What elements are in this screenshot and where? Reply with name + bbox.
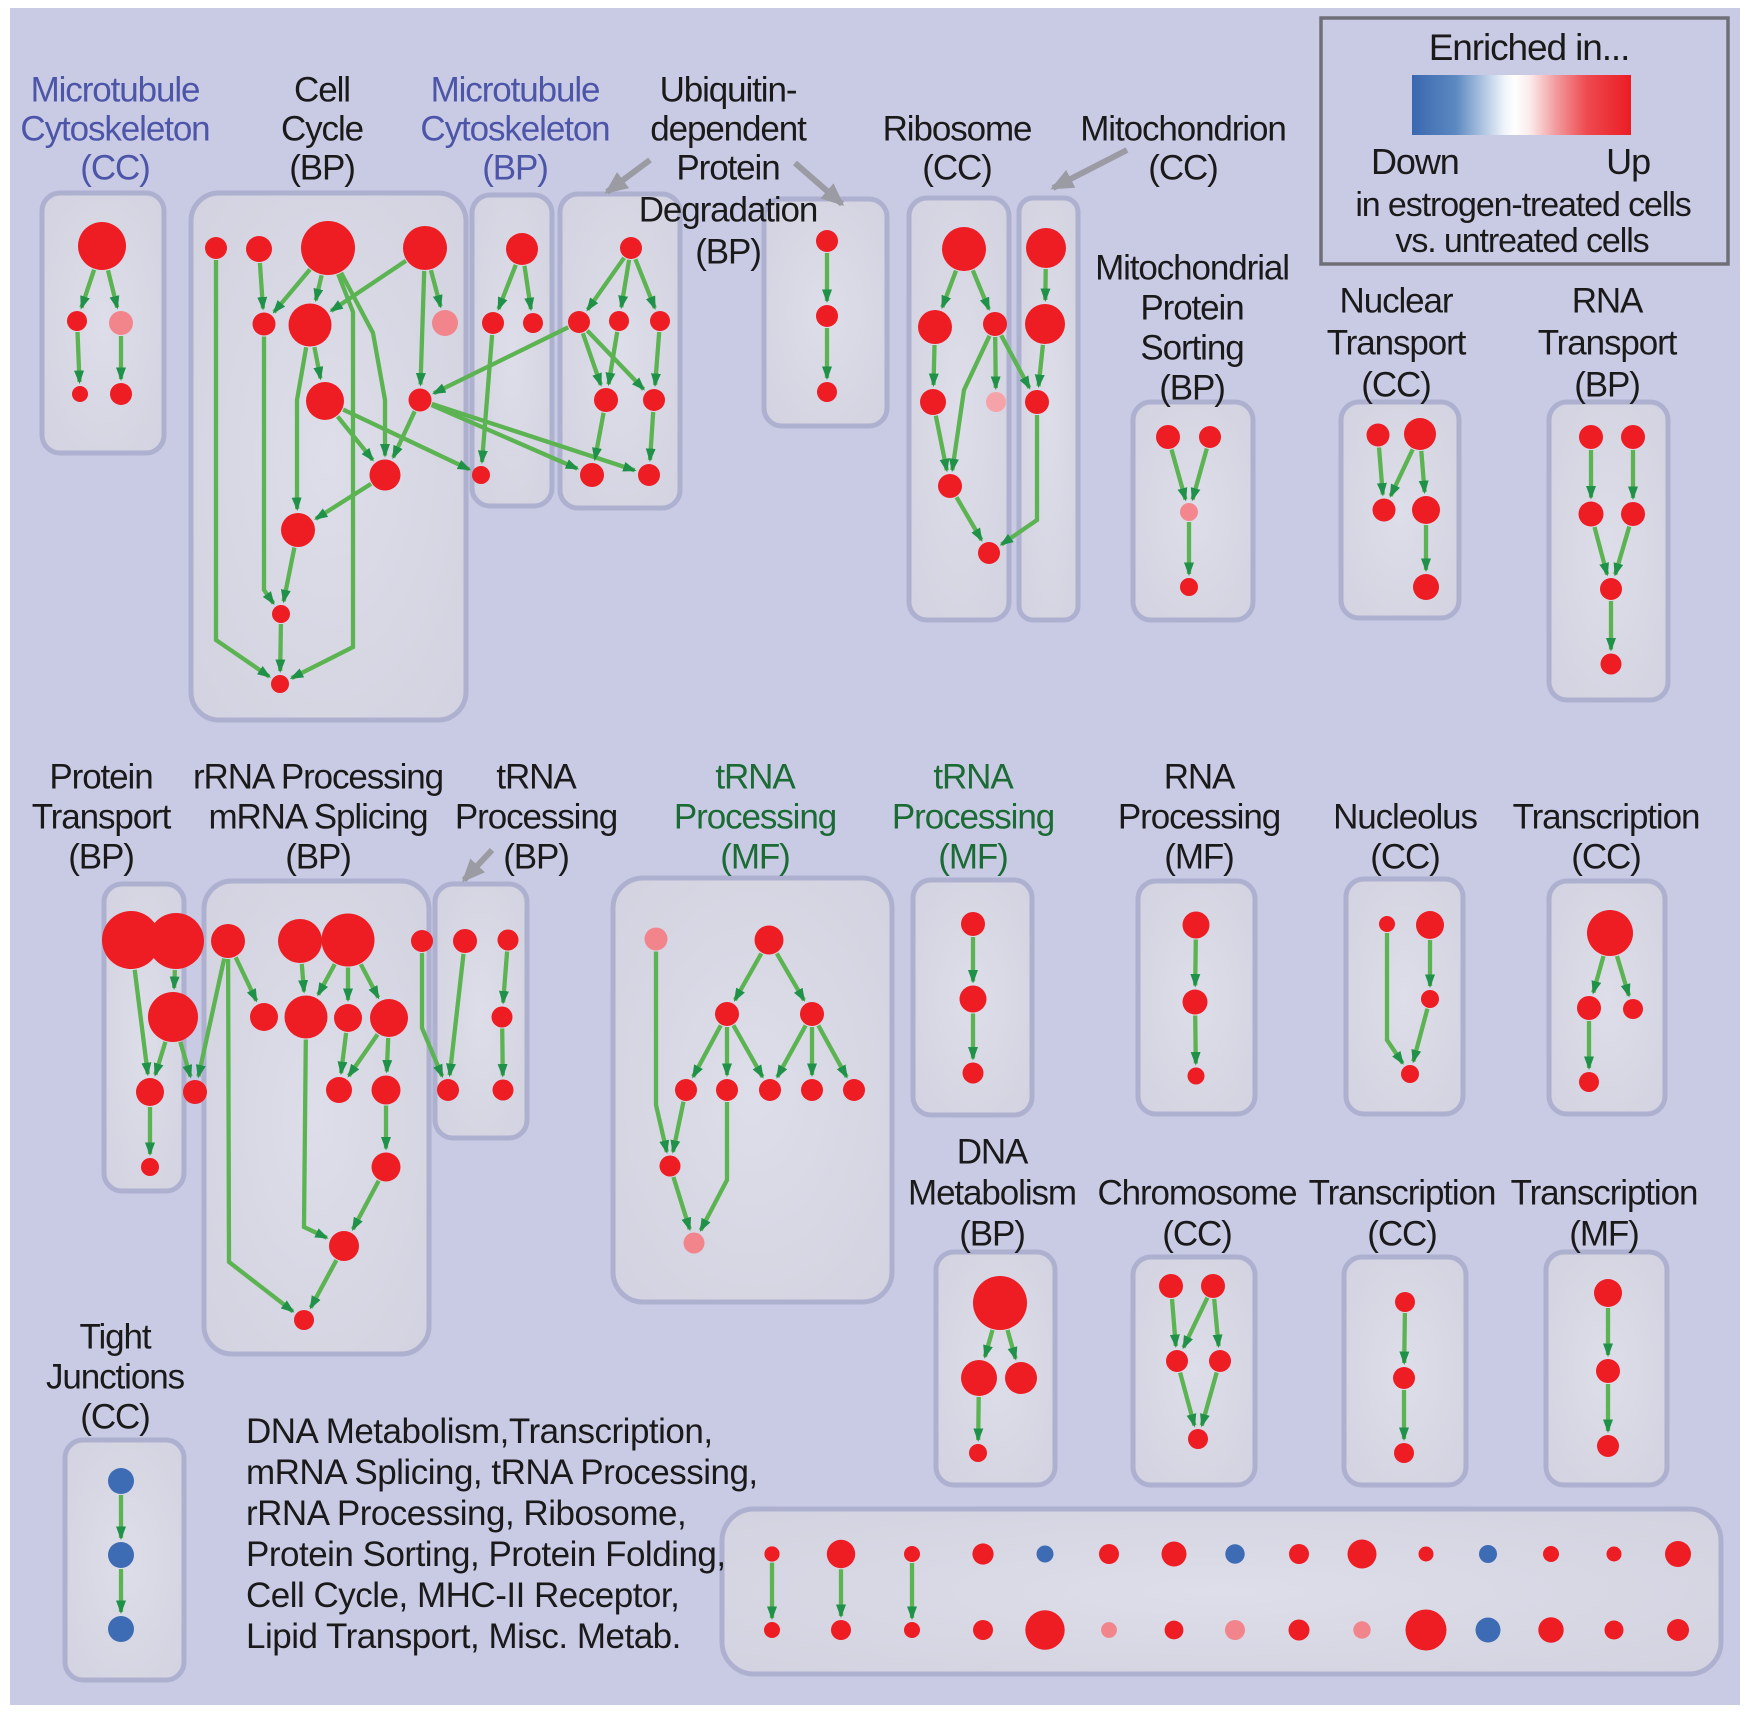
svg-text:tRNA: tRNA [496, 758, 577, 797]
svg-text:Mitochondrion: Mitochondrion [1080, 110, 1286, 149]
svg-text:Processing: Processing [674, 798, 836, 837]
svg-text:Transport: Transport [1538, 324, 1678, 363]
svg-text:Protein: Protein [676, 149, 779, 188]
svg-text:(CC): (CC) [1361, 366, 1430, 405]
svg-text:Cytoskeleton: Cytoskeleton [20, 110, 209, 149]
svg-text:Protein: Protein [49, 758, 152, 797]
svg-text:(CC): (CC) [80, 1398, 149, 1437]
svg-text:Junctions: Junctions [46, 1358, 185, 1397]
svg-text:Ribosome: Ribosome [883, 110, 1032, 149]
svg-text:Lipid Transport, Misc. Metab.: Lipid Transport, Misc. Metab. [246, 1617, 681, 1656]
svg-text:Cell Cycle, MHC-II Receptor,: Cell Cycle, MHC-II Receptor, [246, 1576, 679, 1615]
svg-text:(CC): (CC) [922, 149, 991, 188]
svg-text:Processing: Processing [455, 798, 617, 837]
svg-text:Up: Up [1606, 141, 1650, 182]
svg-text:(CC): (CC) [1367, 1215, 1436, 1254]
svg-text:(CC): (CC) [1162, 1215, 1231, 1254]
svg-text:(BP): (BP) [959, 1215, 1025, 1254]
svg-text:(CC): (CC) [1370, 838, 1439, 877]
svg-text:tRNA: tRNA [715, 758, 796, 797]
svg-text:(BP): (BP) [285, 838, 351, 877]
svg-text:dependent: dependent [650, 110, 807, 149]
svg-text:Microtubule: Microtubule [431, 71, 600, 110]
svg-text:Ubiquitin-: Ubiquitin- [660, 71, 797, 110]
svg-text:Processing: Processing [892, 798, 1054, 837]
svg-text:(BP): (BP) [695, 233, 761, 272]
svg-text:in estrogen-treated cells: in estrogen-treated cells [1355, 186, 1690, 224]
svg-text:(MF): (MF) [938, 838, 1007, 877]
svg-text:Transcription: Transcription [1513, 798, 1700, 837]
svg-text:(CC): (CC) [1148, 149, 1217, 188]
svg-text:Processing: Processing [1118, 798, 1280, 837]
svg-text:RNA: RNA [1572, 282, 1644, 321]
svg-text:rRNA Processing, Ribosome,: rRNA Processing, Ribosome, [246, 1494, 686, 1533]
svg-text:Transport: Transport [32, 798, 172, 837]
svg-text:(BP): (BP) [1574, 366, 1640, 405]
svg-text:Mitochondrial: Mitochondrial [1095, 249, 1289, 288]
svg-text:vs. untreated cells: vs. untreated cells [1395, 222, 1648, 260]
svg-text:Degradation: Degradation [639, 191, 818, 230]
svg-text:Down: Down [1371, 141, 1459, 182]
svg-text:DNA Metabolism,Transcription,: DNA Metabolism,Transcription, [246, 1412, 713, 1451]
svg-text:Transcription: Transcription [1309, 1174, 1496, 1213]
svg-text:Transcription: Transcription [1511, 1174, 1698, 1213]
svg-text:Chromosome: Chromosome [1097, 1174, 1296, 1213]
svg-text:(BP): (BP) [1159, 369, 1225, 408]
svg-text:Nucleolus: Nucleolus [1333, 798, 1477, 837]
svg-text:Cytoskeleton: Cytoskeleton [420, 110, 609, 149]
svg-text:Microtubule: Microtubule [31, 71, 200, 110]
svg-text:Enriched in...: Enriched in... [1429, 27, 1630, 68]
svg-text:(BP): (BP) [482, 149, 548, 188]
svg-text:Cell: Cell [294, 71, 350, 110]
svg-text:Tight: Tight [79, 1318, 151, 1357]
svg-text:(BP): (BP) [289, 149, 355, 188]
svg-text:DNA: DNA [957, 1133, 1029, 1172]
svg-text:Protein Sorting, Protein Foldi: Protein Sorting, Protein Folding, [246, 1535, 726, 1574]
svg-text:(MF): (MF) [1569, 1215, 1638, 1254]
svg-text:tRNA: tRNA [933, 758, 1014, 797]
svg-text:(CC): (CC) [80, 149, 149, 188]
svg-text:Cycle: Cycle [281, 110, 363, 149]
svg-text:mRNA Splicing, tRNA Processing: mRNA Splicing, tRNA Processing, [246, 1453, 758, 1492]
svg-text:Nuclear: Nuclear [1340, 282, 1454, 321]
svg-text:RNA: RNA [1164, 758, 1236, 797]
svg-text:rRNA Processing: rRNA Processing [193, 758, 443, 797]
svg-text:(MF): (MF) [720, 838, 789, 877]
svg-text:(BP): (BP) [68, 838, 134, 877]
svg-text:Sorting: Sorting [1140, 329, 1243, 368]
svg-text:Metabolism: Metabolism [908, 1174, 1076, 1213]
svg-text:Transport: Transport [1327, 324, 1467, 363]
svg-text:(MF): (MF) [1164, 838, 1233, 877]
svg-text:Protein: Protein [1140, 289, 1243, 328]
svg-text:(CC): (CC) [1571, 838, 1640, 877]
svg-text:mRNA Splicing: mRNA Splicing [208, 798, 427, 837]
svg-text:(BP): (BP) [503, 838, 569, 877]
